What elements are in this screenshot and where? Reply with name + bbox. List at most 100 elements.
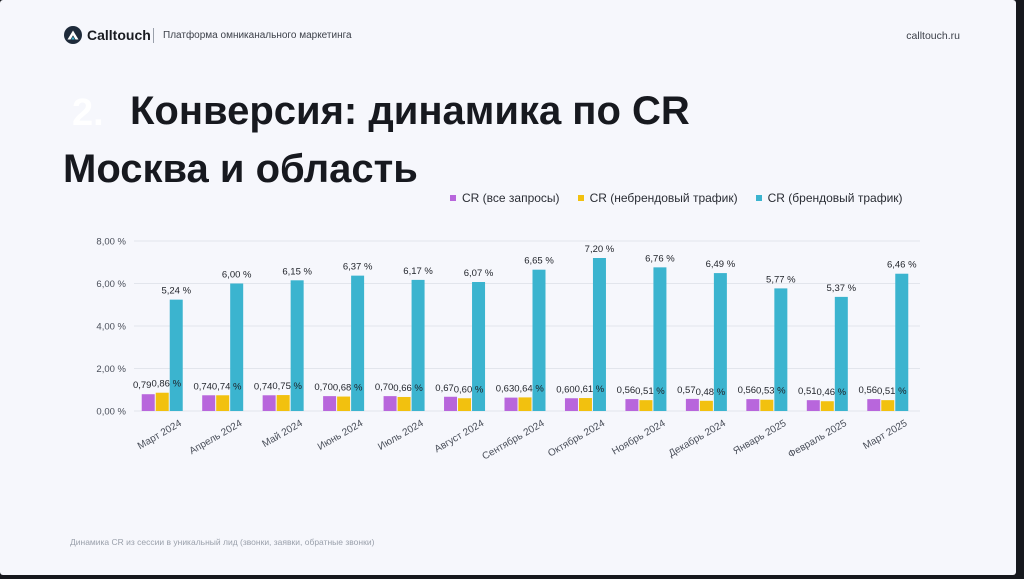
top-bar: Calltouch Платформа омниканального марке…: [64, 24, 960, 48]
bar-nonbrand: [276, 395, 290, 411]
data-label-brand: 6,49 %: [706, 259, 736, 270]
bar-brand: [713, 273, 727, 411]
data-label-nonbrand: 0,75 %: [272, 381, 302, 392]
bar-nonbrand: [578, 398, 592, 411]
bar-nonbrand: [518, 397, 532, 411]
site-link[interactable]: calltouch.ru: [906, 30, 960, 42]
bar-chart: 0,00 % 2,00 % 4,00 % 6,00 % 8,00 % 0,79 0,86 %…: [96, 237, 920, 463]
x-tick-label: Март 2024: [136, 418, 184, 452]
x-tick-label: Октябрь 2024: [546, 417, 608, 460]
data-label-brand: 6,17 %: [403, 266, 433, 277]
data-label-nonbrand: 0,74 %: [212, 381, 242, 392]
y-tick-label: 6,00 %: [96, 279, 126, 290]
x-tick-label: Ноябрь 2024: [610, 417, 668, 457]
data-label-nonbrand: 0,64 %: [514, 383, 544, 394]
bar-all: [746, 399, 760, 411]
page-subtitle: Москва и область: [63, 147, 418, 191]
y-tick-label: 2,00 %: [96, 364, 126, 375]
data-label-nonbrand: 0,48 %: [696, 387, 726, 398]
bar-brand: [290, 280, 304, 411]
bar-nonbrand: [699, 400, 713, 411]
bar-brand: [472, 282, 486, 411]
bar-nonbrand: [639, 400, 653, 411]
brand-name: Calltouch: [87, 27, 151, 43]
logo[interactable]: Calltouch: [64, 26, 151, 44]
calltouch-logo-icon: [64, 26, 82, 44]
footnote: Динамика CR из сессии в уникальный лид (…: [70, 537, 375, 547]
bar-all: [202, 395, 216, 411]
data-label-all: 0,70: [314, 382, 333, 393]
bar-all: [625, 399, 639, 411]
bar-brand: [411, 279, 425, 411]
data-label-all: 0,56: [738, 385, 757, 396]
data-label-nonbrand: 0,46 %: [817, 387, 847, 398]
chart-legend: CR (все запросы) CR (небрендовый трафик)…: [450, 191, 903, 205]
bar-all: [806, 400, 820, 411]
data-label-all: 0,60: [556, 384, 575, 395]
x-tick-label: Март 2025: [861, 418, 909, 452]
bar-nonbrand: [760, 399, 774, 411]
data-label-all: 0,56: [859, 385, 878, 396]
legend-label-nonbrand: CR (небрендовый трафик): [589, 191, 738, 205]
tagline: Платформа омниканального маркетинга: [163, 30, 352, 41]
bar-all: [141, 394, 155, 411]
legend-label-all: CR (все запросы): [462, 191, 560, 205]
bar-brand: [895, 273, 909, 411]
bar-brand: [230, 283, 244, 411]
x-tick-label: Сентябрь 2024: [480, 417, 547, 463]
bar-all: [262, 395, 276, 411]
data-label-brand: 6,37 %: [343, 262, 373, 273]
bar-brand: [532, 269, 546, 411]
bar-all: [867, 399, 881, 411]
data-label-all: 0,70: [375, 382, 394, 393]
y-tick-label: 4,00 %: [96, 322, 126, 333]
data-label-brand: 6,76 %: [645, 253, 675, 264]
data-label-nonbrand: 0,66 %: [393, 383, 423, 394]
x-tick-label: Январь 2025: [731, 418, 788, 457]
bar-brand: [169, 299, 183, 411]
y-tick-label: 0,00 %: [96, 407, 126, 418]
section-number: 2.: [72, 92, 104, 134]
x-tick-label: Июль 2024: [376, 418, 426, 453]
data-label-all: 0,79: [133, 380, 152, 391]
bar-nonbrand: [155, 392, 169, 411]
data-label-nonbrand: 0,68 %: [333, 383, 363, 394]
data-label-nonbrand: 0,51 %: [877, 386, 907, 397]
data-label-all: 0,63: [496, 384, 515, 395]
data-label-all: 0,57: [677, 385, 696, 396]
x-tick-label: Май 2024: [261, 418, 306, 450]
bar-brand: [834, 296, 848, 411]
legend-swatch-brand: [755, 195, 762, 201]
data-label-brand: 5,37 %: [827, 283, 857, 294]
bar-brand: [351, 275, 365, 411]
bar-all: [504, 397, 518, 411]
x-tick-label: Август 2024: [433, 418, 487, 455]
bar-all: [383, 396, 397, 411]
bar-all: [564, 398, 578, 411]
data-label-brand: 6,15 %: [282, 266, 312, 277]
data-label-nonbrand: 0,61 %: [575, 384, 605, 395]
data-label-all: 0,56: [617, 385, 636, 396]
bar-brand: [774, 288, 788, 411]
x-tick-label: Апрель 2024: [188, 418, 245, 457]
bar-nonbrand: [820, 401, 834, 411]
data-label-all: 0,74: [193, 381, 212, 392]
x-tick-label: Февраль 2025: [786, 418, 849, 461]
data-label-brand: 6,46 %: [887, 260, 917, 271]
data-label-nonbrand: 0,60 %: [454, 384, 484, 395]
data-label-brand: 5,24 %: [161, 286, 191, 297]
data-label-brand: 6,07 %: [464, 268, 494, 279]
legend-item-nonbrand: CR (небрендовый трафик): [577, 191, 738, 205]
data-label-nonbrand: 0,86 %: [151, 379, 181, 390]
data-label-nonbrand: 0,53 %: [756, 386, 786, 397]
data-label-brand: 6,65 %: [524, 256, 554, 267]
data-label-brand: 5,77 %: [766, 274, 796, 285]
data-label-all: 0,67: [435, 383, 454, 394]
legend-swatch-all: [450, 195, 456, 201]
bar-nonbrand: [337, 396, 351, 411]
bar-all: [323, 396, 337, 411]
bar-all: [444, 396, 458, 411]
data-label-all: 0,74: [254, 381, 273, 392]
legend-item-brand: CR (брендовый трафик): [755, 191, 903, 205]
bar-nonbrand: [216, 395, 230, 411]
